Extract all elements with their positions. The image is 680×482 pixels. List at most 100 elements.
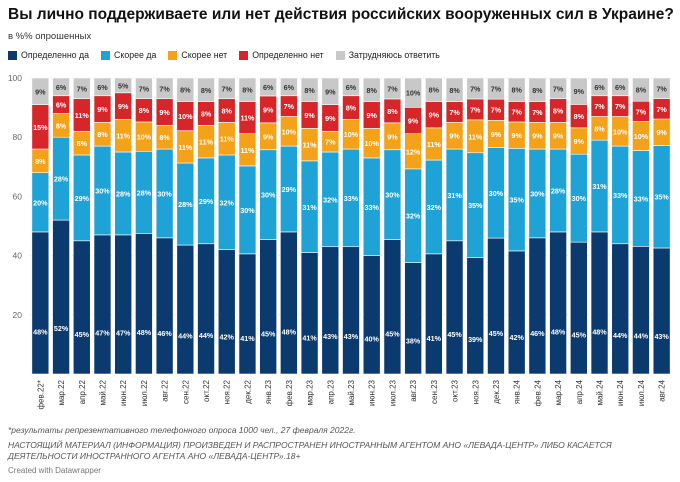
data-label: 43%: [344, 332, 359, 341]
bar-segment: [217, 249, 236, 375]
legend-label: Скорее нет: [181, 50, 228, 60]
data-label: 31%: [447, 191, 462, 200]
data-label: 35%: [468, 201, 483, 210]
data-label: 9%: [159, 108, 170, 117]
data-label: 8%: [636, 86, 647, 95]
x-tick-label: май.23: [347, 379, 356, 405]
data-label: 42%: [509, 333, 524, 342]
legend-label: Определенно нет: [252, 50, 324, 60]
data-label: 6%: [263, 83, 274, 92]
bar-segment: [300, 252, 319, 375]
bar-segment: [259, 77, 277, 97]
bar-segment: [445, 77, 464, 102]
data-label: 9%: [97, 105, 108, 114]
chart-title: Вы лично поддерживаете или нет действия …: [8, 6, 674, 23]
data-label: 7%: [470, 84, 481, 93]
data-label: 9%: [35, 87, 46, 96]
data-label: 9%: [491, 130, 502, 139]
data-label: 48%: [282, 327, 297, 336]
footnote: *результаты репрезентативного телефонног…: [8, 425, 356, 435]
data-label: 20%: [33, 198, 48, 207]
bar-segment: [652, 247, 671, 375]
data-label: 8%: [35, 157, 46, 166]
bar-segment: [507, 77, 526, 102]
data-label: 33%: [344, 194, 359, 203]
data-label: 7%: [553, 84, 564, 93]
data-label: 11%: [178, 143, 193, 152]
data-label: 28%: [116, 189, 131, 198]
y-tick-label: 40: [13, 251, 23, 261]
bar-segment: [31, 77, 50, 105]
data-label: 28%: [551, 186, 566, 195]
x-tick-label: фев.24: [533, 379, 542, 406]
data-label: 7%: [594, 102, 605, 111]
bar-segment: [114, 77, 132, 94]
data-label: 39%: [468, 335, 483, 344]
bar-segment: [507, 250, 526, 375]
x-tick-label: июн.24: [616, 379, 625, 406]
data-label: 30%: [95, 186, 110, 195]
data-label: 7%: [449, 108, 460, 117]
bar-segment: [466, 77, 485, 100]
bar-segment: [321, 246, 340, 375]
bar-segment: [114, 234, 132, 375]
data-label: 10%: [137, 133, 152, 142]
data-label: 7%: [222, 84, 233, 93]
data-label: 47%: [116, 328, 131, 337]
data-label: 8%: [222, 107, 233, 116]
bar-segment: [425, 77, 443, 102]
bar-segment: [72, 240, 91, 375]
bar-segment: [362, 255, 381, 375]
data-label: 41%: [240, 334, 255, 343]
data-label: 8%: [304, 86, 315, 95]
x-tick-label: дек.22: [243, 379, 252, 403]
data-label: 8%: [201, 86, 212, 95]
data-label: 28%: [54, 175, 69, 184]
x-tick-label: фев.22*: [36, 380, 45, 410]
bar-segment: [549, 77, 567, 100]
data-label: 8%: [511, 86, 522, 95]
data-label: 8%: [56, 121, 67, 130]
bar-segment: [238, 77, 257, 102]
data-label: 10%: [406, 89, 421, 98]
data-label: 9%: [574, 137, 585, 146]
bar-segment: [176, 77, 195, 102]
data-label: 9%: [263, 105, 274, 114]
legend-swatch: [335, 50, 345, 60]
bar-segment: [238, 253, 257, 375]
data-label: 8%: [574, 112, 585, 121]
bar-segment: [31, 231, 50, 375]
bar-segment: [93, 77, 112, 97]
data-label: 11%: [468, 132, 483, 141]
data-label: 7%: [656, 105, 667, 114]
data-label: 33%: [613, 191, 628, 200]
data-label: 52%: [54, 324, 69, 333]
data-label: 47%: [95, 328, 110, 337]
bar-segment: [528, 237, 547, 375]
bar-segment: [176, 244, 195, 375]
data-label: 9%: [118, 102, 129, 111]
data-label: 8%: [201, 110, 212, 119]
data-label: 9%: [387, 132, 398, 141]
bar-segment: [611, 77, 630, 97]
data-label: 8%: [594, 124, 605, 133]
x-tick-label: июн.23: [368, 379, 377, 406]
data-label: 8%: [367, 86, 378, 95]
x-tick-label: сен.23: [430, 379, 439, 404]
bar-segment: [52, 219, 70, 375]
legend-item-rather-yes: Скорее да: [101, 50, 156, 60]
bar-segment: [632, 246, 650, 375]
data-label: 6%: [56, 101, 67, 110]
bar-segment: [383, 77, 402, 100]
data-label: 33%: [365, 203, 380, 212]
data-label: 46%: [530, 329, 545, 338]
x-tick-label: мар.22: [57, 379, 66, 405]
bar-segment: [425, 253, 443, 375]
data-label: 42%: [220, 333, 235, 342]
bar-segment: [72, 77, 91, 100]
x-tick-label: янв.24: [513, 379, 522, 404]
x-tick-label: май.24: [596, 379, 605, 405]
bar-segment: [652, 77, 671, 99]
bar-segment: [342, 77, 360, 97]
